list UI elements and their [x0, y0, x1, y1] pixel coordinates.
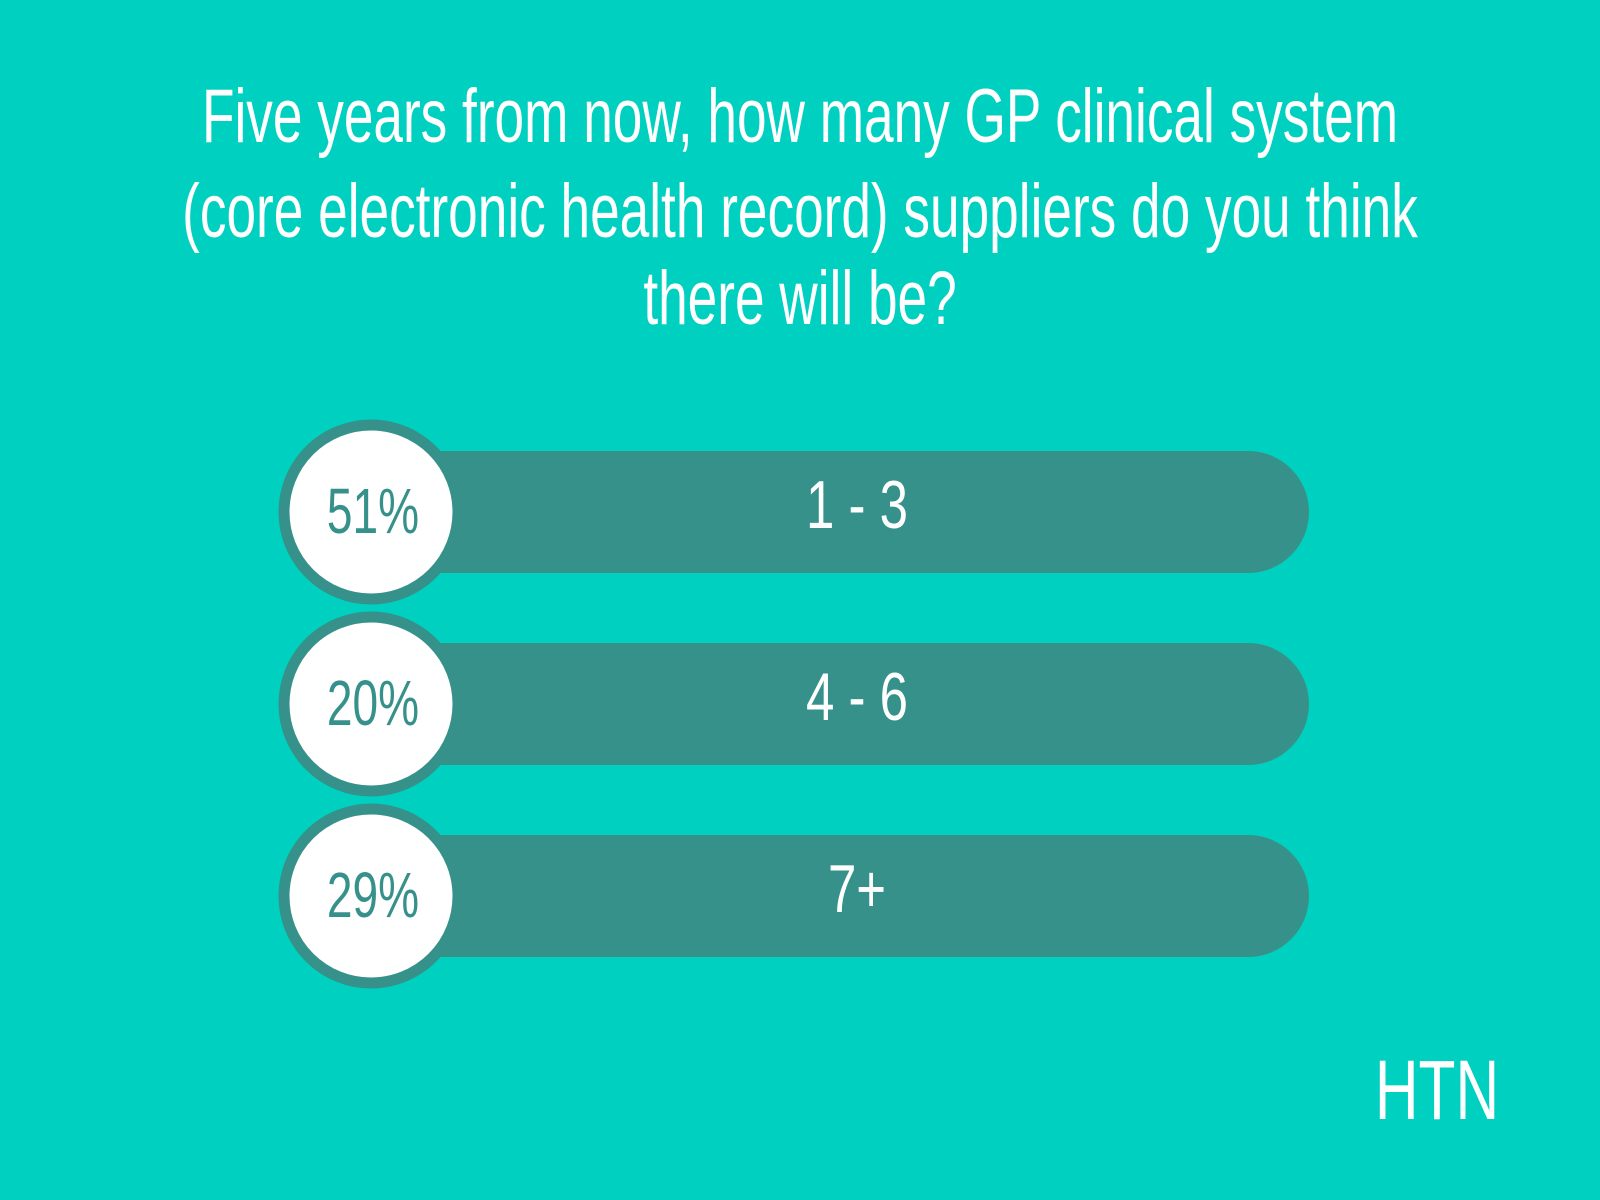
title-line: Five years from now, how many GP clinica… [202, 74, 1398, 159]
brand-logo-group: HTN [1375, 1043, 1499, 1137]
percent-label: 20% [327, 668, 419, 739]
title-line-group: (core electronic health record) supplier… [182, 169, 1418, 254]
option-bar [367, 643, 1309, 765]
percent-label-group: 51% [327, 476, 419, 547]
title-line: there will be? [643, 256, 956, 341]
option-bar [367, 451, 1309, 573]
percent-circle [278, 419, 464, 605]
option-bar [367, 835, 1309, 957]
option-label-group: 1 - 3 [806, 467, 908, 543]
percent-circle [278, 611, 464, 797]
brand-logo: HTN [1375, 1043, 1499, 1137]
option-label-group: 7+ [828, 851, 886, 927]
percent-label-group: 29% [327, 860, 419, 931]
option-label: 1 - 3 [806, 467, 908, 543]
option-label: 7+ [828, 851, 886, 927]
title-line-group: Five years from now, how many GP clinica… [202, 74, 1398, 159]
title-line: (core electronic health record) supplier… [182, 169, 1418, 254]
option-label: 4 - 6 [806, 659, 908, 735]
option-label-group: 4 - 6 [806, 659, 908, 735]
percent-circle [278, 803, 464, 989]
percent-label: 29% [327, 860, 419, 931]
title-line-group: there will be? [643, 256, 956, 341]
percent-label: 51% [327, 476, 419, 547]
percent-label-group: 20% [327, 668, 419, 739]
